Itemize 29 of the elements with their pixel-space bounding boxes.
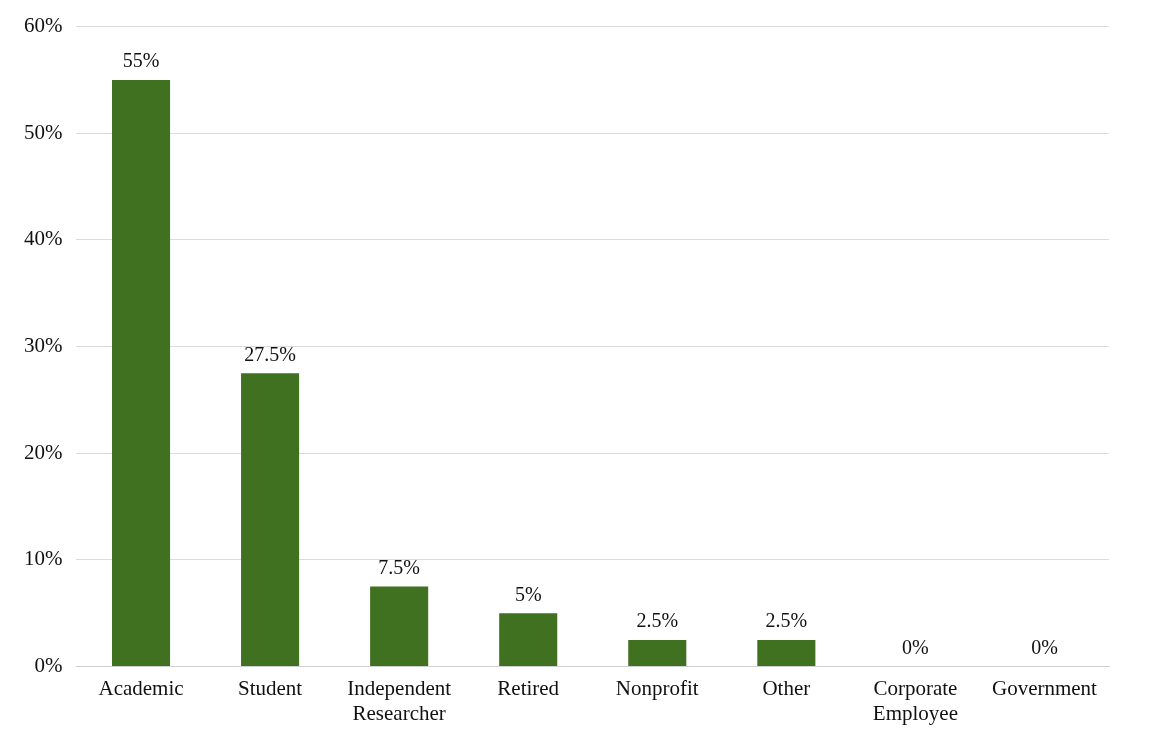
data-label: 5% (514, 582, 542, 605)
bar (628, 639, 687, 667)
data-label: 2.5% (765, 609, 808, 632)
data-label: 0% (902, 635, 929, 658)
y-tick-label: 10% (23, 546, 63, 571)
data-label: 2.5% (636, 609, 679, 632)
x-tick-label: Other (762, 675, 811, 700)
x-tick-label: Nonprofit (615, 675, 699, 700)
x-tick-label: Student (238, 675, 303, 700)
bar (499, 613, 558, 667)
data-label: 27.5% (244, 342, 296, 365)
data-label: 7.5% (378, 555, 420, 578)
x-tick-label: Retired (497, 675, 560, 700)
y-tick-label: 30% (23, 333, 63, 358)
x-tick-label: Government (991, 675, 1098, 700)
x-tick-label: Academic (98, 675, 184, 700)
y-tick-label: 20% (23, 439, 63, 464)
y-tick-label: 60% (23, 13, 63, 38)
x-tick-label: Independent Researcher (347, 675, 452, 725)
bar (757, 639, 816, 667)
data-label: 0% (1031, 635, 1058, 658)
y-tick-label: 0% (34, 653, 63, 678)
data-label: 55% (122, 49, 160, 72)
bar (111, 79, 171, 667)
x-tick-label: Corporate Employee (872, 675, 958, 725)
y-tick-label: 50% (23, 119, 63, 144)
y-tick-label: 40% (23, 226, 63, 251)
bar (241, 373, 300, 667)
bar (370, 586, 429, 667)
